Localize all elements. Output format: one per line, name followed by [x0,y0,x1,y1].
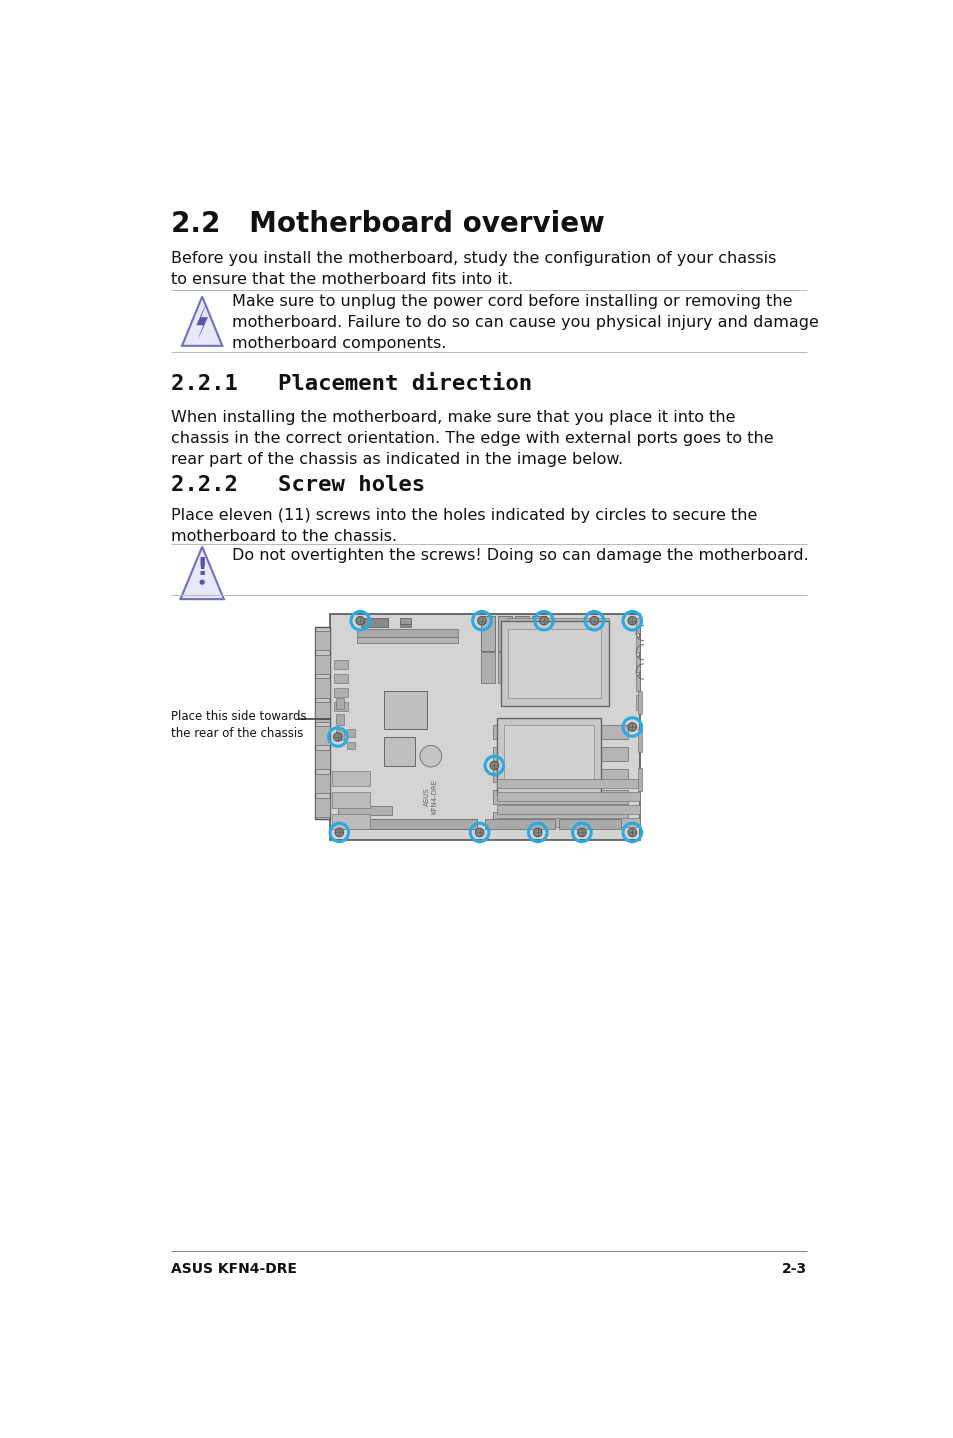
Text: Make sure to unplug the power cord before installing or removing the
motherboard: Make sure to unplug the power cord befor… [232,295,818,351]
Bar [347,742,355,749]
Bar [335,729,344,741]
Text: ASUS
KFN4-DRE: ASUS KFN4-DRE [424,779,436,814]
Text: When installing the motherboard, make sure that you place it into the
chassis in: When installing the motherboard, make su… [171,410,773,467]
Text: ASUS KFN4-DRE: ASUS KFN4-DRE [171,1263,297,1276]
Bar [334,660,348,669]
Bar [493,725,628,739]
Text: 2-3: 2-3 [781,1263,806,1276]
Bar [332,792,370,808]
Bar [497,778,639,788]
Text: Before you install the motherboard, study the configuration of your chassis
to e: Before you install the motherboard, stud… [171,252,776,288]
Bar [497,792,639,801]
Bar [480,653,495,683]
Circle shape [539,617,548,626]
Bar [497,718,600,795]
Bar [497,653,512,683]
Bar [532,653,546,683]
Circle shape [334,733,342,741]
Circle shape [533,828,541,837]
Text: 2.2.1   Placement direction: 2.2.1 Placement direction [171,374,532,394]
Bar [497,615,512,651]
Bar [636,656,639,672]
Polygon shape [196,306,208,336]
Bar [334,687,348,697]
Text: Place eleven (11) screws into the holes indicated by circles to secure the
mothe: Place eleven (11) screws into the holes … [171,508,757,544]
Circle shape [627,828,636,837]
Circle shape [627,723,636,731]
Polygon shape [180,546,224,600]
Bar [334,674,348,683]
Bar [334,702,348,710]
Text: 2.2.2   Screw holes: 2.2.2 Screw holes [171,475,425,495]
Bar [335,713,344,725]
Bar [636,617,639,633]
Bar [497,805,639,814]
Bar [504,725,593,787]
Text: !: ! [196,557,208,581]
Bar [508,617,608,627]
Circle shape [578,828,585,837]
Bar [636,695,639,710]
Circle shape [475,828,483,837]
Bar [508,673,608,682]
Bar [314,774,330,794]
Circle shape [590,617,598,626]
Bar [356,630,457,637]
Text: Place this side towards
the rear of the chassis: Place this side towards the rear of the … [171,710,307,741]
Bar [508,659,608,669]
Bar [638,729,641,752]
Bar [314,702,330,722]
Bar [347,729,355,736]
Bar [399,624,411,627]
Bar [314,679,330,697]
Bar [515,615,529,651]
Bar [314,627,330,820]
Bar [332,771,370,787]
Bar [493,746,628,761]
Bar [314,798,330,817]
Circle shape [355,617,364,626]
Bar [337,805,392,815]
Bar [508,631,608,641]
Bar [500,621,608,706]
Bar [493,811,628,825]
Bar [337,818,476,830]
Circle shape [477,617,486,626]
Bar [356,637,457,643]
Circle shape [335,828,343,837]
Bar [335,699,344,709]
Bar [558,820,620,828]
Bar [508,630,600,699]
Bar [484,820,555,828]
Bar [638,690,641,713]
Bar [360,617,388,627]
Bar [480,615,495,651]
Bar [332,814,370,830]
Bar [493,768,628,782]
Bar [384,736,415,766]
Bar [515,653,529,683]
Bar [399,617,411,624]
Text: Do not overtighten the screws! Doing so can damage the motherboard.: Do not overtighten the screws! Doing so … [232,548,807,562]
Circle shape [490,761,498,769]
Text: 2.2   Motherboard overview: 2.2 Motherboard overview [171,210,604,237]
Bar [330,614,639,840]
Bar [314,726,330,745]
Bar [497,818,639,827]
Bar [493,789,628,804]
Bar [532,615,546,651]
Bar [314,654,330,674]
Bar [638,768,641,791]
Bar [636,676,639,690]
Bar [314,751,330,769]
Circle shape [200,581,204,584]
Bar [384,690,427,729]
Bar [508,646,608,654]
Circle shape [627,617,636,626]
Polygon shape [182,296,222,345]
Bar [314,631,330,650]
Bar [636,637,639,653]
Circle shape [419,745,441,766]
